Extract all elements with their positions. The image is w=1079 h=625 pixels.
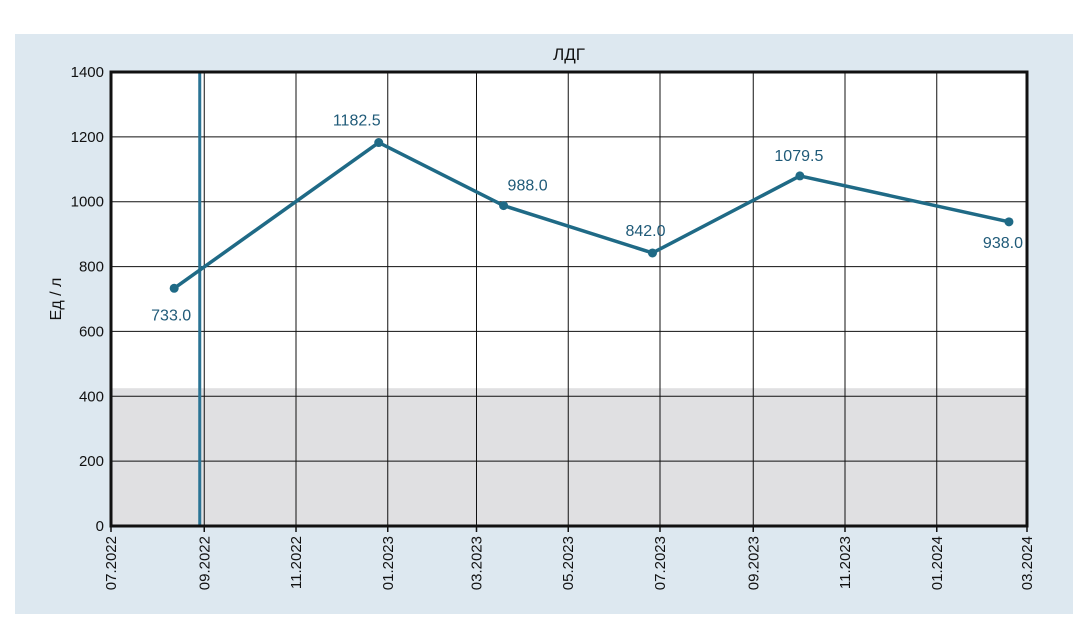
- x-tick-label: 07.2023: [652, 536, 669, 590]
- y-tick-label: 800: [79, 259, 104, 276]
- y-tick-label: 200: [79, 453, 104, 470]
- data-label: 1079.5: [774, 148, 823, 165]
- x-tick-label: 11.2022: [288, 536, 305, 589]
- data-point: [499, 201, 509, 211]
- data-point: [1004, 217, 1014, 227]
- x-tick-label: 03.2024: [1019, 536, 1036, 590]
- data-point: [795, 171, 805, 181]
- data-label: 842.0: [625, 223, 665, 240]
- y-tick-label: 1400: [71, 64, 104, 81]
- y-tick-label: 600: [79, 323, 104, 340]
- y-axis-label: Ед / л: [48, 278, 65, 321]
- y-tick-label: 400: [79, 388, 104, 405]
- y-tick-label: 1200: [71, 129, 104, 146]
- x-tick-label: 07.2022: [103, 536, 120, 590]
- data-point: [169, 283, 179, 293]
- y-tick-label: 1000: [71, 194, 104, 211]
- series-line: [173, 140, 1010, 290]
- x-tick-label: 09.2022: [196, 536, 213, 590]
- data-point: [374, 138, 384, 148]
- y-tick-label: 0: [96, 518, 104, 535]
- data-label: 1182.5: [333, 113, 381, 130]
- plot-frame: [109, 70, 1029, 528]
- data-label: 733.0: [151, 307, 191, 324]
- chart-title: ЛДГ: [553, 45, 585, 64]
- x-tick-label: 09.2023: [745, 536, 762, 590]
- x-tick-label: 01.2024: [929, 536, 946, 590]
- x-tick-label: 05.2023: [560, 536, 577, 590]
- x-tick-label: 11.2023: [837, 536, 854, 589]
- reference-range-band: [111, 388, 1027, 526]
- data-label: 988.0: [508, 178, 548, 195]
- data-point: [647, 248, 657, 258]
- x-tick-label: 03.2023: [468, 536, 485, 590]
- data-label: 938.0: [983, 235, 1023, 252]
- x-tick-label: 01.2023: [380, 536, 397, 590]
